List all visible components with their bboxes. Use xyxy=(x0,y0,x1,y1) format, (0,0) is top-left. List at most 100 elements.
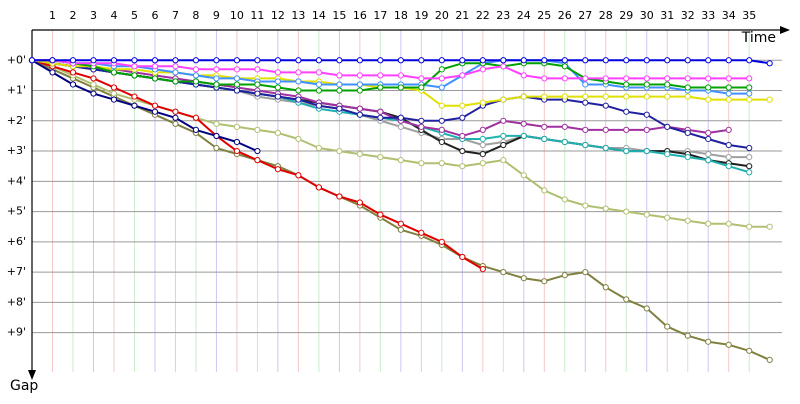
x-tick-label: 2 xyxy=(69,9,76,22)
data-point xyxy=(643,111,650,118)
y-axis-arrow xyxy=(28,370,36,380)
x-tick-label: 29 xyxy=(619,9,633,22)
data-point xyxy=(479,66,486,73)
data-point xyxy=(192,72,200,79)
data-point xyxy=(541,75,548,82)
data-point xyxy=(356,72,363,79)
data-point xyxy=(479,99,486,106)
data-point xyxy=(643,211,650,218)
data-point xyxy=(131,63,138,70)
data-point xyxy=(233,138,241,146)
data-point xyxy=(705,57,712,64)
data-point xyxy=(705,129,712,137)
data-point xyxy=(725,154,732,161)
data-point xyxy=(746,163,753,170)
x-tick-label: 35 xyxy=(742,9,756,22)
data-point xyxy=(233,57,241,64)
data-point xyxy=(643,93,650,100)
y-tick-label: +6' xyxy=(7,235,26,248)
data-point xyxy=(746,90,753,97)
data-point xyxy=(602,144,609,152)
data-point xyxy=(151,108,159,115)
data-point xyxy=(131,93,138,100)
data-point xyxy=(336,193,343,200)
data-point xyxy=(643,126,650,133)
data-point xyxy=(561,138,568,146)
data-point xyxy=(213,144,220,152)
data-point xyxy=(438,66,445,73)
y-tick-label: +0' xyxy=(7,53,26,66)
data-point xyxy=(582,269,589,276)
data-point xyxy=(766,356,773,363)
data-point xyxy=(295,69,302,76)
data-point xyxy=(602,93,609,100)
data-point xyxy=(500,269,507,276)
data-point xyxy=(602,205,609,212)
x-tick-label: 33 xyxy=(701,9,715,22)
data-point xyxy=(418,57,425,64)
data-point xyxy=(746,75,753,82)
data-point xyxy=(459,57,466,64)
data-point xyxy=(377,57,384,64)
x-tick-label: 5 xyxy=(131,9,138,22)
data-point xyxy=(397,84,404,91)
data-point xyxy=(766,96,773,103)
data-point xyxy=(684,84,691,91)
data-point xyxy=(213,81,220,88)
x-tick-label: 12 xyxy=(271,9,285,22)
data-point xyxy=(459,163,466,170)
data-point xyxy=(151,63,159,70)
data-point xyxy=(705,75,712,82)
data-point xyxy=(623,81,630,88)
data-point xyxy=(602,126,609,133)
x-tick-label: 15 xyxy=(332,9,346,22)
data-point xyxy=(746,144,753,152)
data-point xyxy=(746,154,753,161)
data-point xyxy=(725,75,732,82)
data-point xyxy=(725,141,732,149)
data-point xyxy=(664,123,671,130)
data-point xyxy=(582,99,589,106)
data-point xyxy=(438,126,445,133)
data-point xyxy=(295,57,302,64)
data-point xyxy=(582,75,589,82)
data-point xyxy=(561,272,568,279)
data-point xyxy=(131,72,138,79)
data-point xyxy=(479,265,486,273)
data-point xyxy=(623,147,630,155)
data-point xyxy=(541,123,548,130)
data-point xyxy=(582,126,589,133)
data-point xyxy=(356,111,363,118)
data-point xyxy=(69,57,77,64)
data-point xyxy=(705,135,712,143)
x-tick-label: 26 xyxy=(558,9,572,22)
data-point xyxy=(274,166,282,173)
data-point xyxy=(500,117,507,124)
data-point xyxy=(602,102,609,109)
data-point xyxy=(746,347,753,354)
data-point xyxy=(418,160,425,167)
data-point xyxy=(623,296,630,303)
data-point xyxy=(233,123,241,130)
data-point xyxy=(192,57,200,64)
data-point xyxy=(356,150,363,158)
x-tick-label: 34 xyxy=(722,9,736,22)
data-point xyxy=(725,220,732,227)
data-point xyxy=(561,123,568,130)
data-point xyxy=(418,229,425,236)
data-point xyxy=(623,126,630,133)
data-point xyxy=(397,114,404,121)
x-axis-arrow xyxy=(780,26,790,34)
data-point xyxy=(192,78,200,85)
data-point xyxy=(131,102,138,109)
data-point xyxy=(725,90,732,97)
data-point xyxy=(254,147,261,155)
data-point xyxy=(377,72,384,79)
x-tick-label: 13 xyxy=(291,9,305,22)
data-point xyxy=(274,93,282,100)
data-point xyxy=(643,147,650,155)
x-tick-label: 7 xyxy=(172,9,179,22)
data-point xyxy=(151,102,159,109)
x-tick-label: 24 xyxy=(517,9,531,22)
